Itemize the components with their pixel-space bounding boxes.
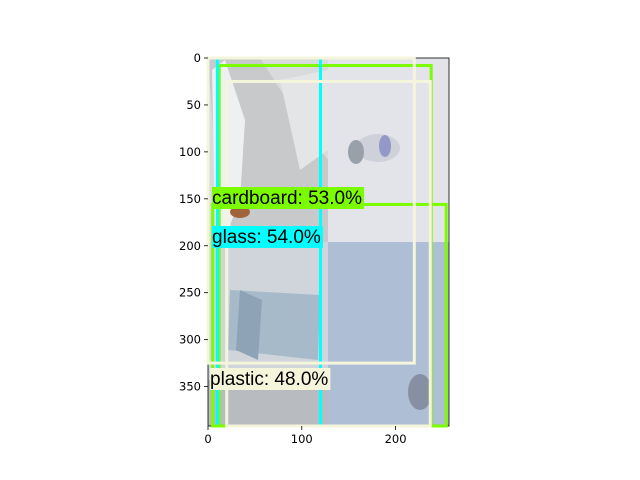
x-tick-label: 100 (291, 432, 313, 446)
detection-label-background (212, 187, 365, 209)
detection-box (206, 56, 416, 365)
blue-paper-fold (236, 290, 262, 360)
detection-box (225, 79, 432, 428)
glass-bottle-neck (348, 140, 364, 164)
detection-label-background (210, 368, 331, 390)
paper-shade (280, 70, 328, 170)
y-tick-label: 200 (179, 239, 201, 253)
detection-label: plastic: 48.0% (210, 368, 331, 390)
detection-label-text: cardboard: 53.0% (212, 188, 362, 209)
y-tick-label: 300 (179, 333, 201, 347)
y-tick-label: 100 (179, 145, 201, 159)
x-tick-label: 0 (204, 432, 211, 446)
detection-labels: cardboard: 53.0% glass: 54.0% plastic: 48.… (210, 187, 365, 390)
y-axis: 0 50 100 150 200 250 300 350 (179, 51, 208, 394)
y-tick-label: 50 (186, 98, 201, 112)
x-axis: 0 100 200 (204, 426, 407, 446)
y-tick-label: 250 (179, 286, 201, 300)
glass-bottle-label (379, 135, 391, 157)
detection-label: cardboard: 53.0% (212, 187, 365, 209)
cardboard-stamp (408, 374, 432, 410)
detection-label-text: plastic: 48.0% (210, 369, 328, 390)
y-tick-label: 350 (179, 380, 201, 394)
y-tick-label: 0 (194, 51, 201, 65)
detection-label: glass: 54.0% (212, 226, 323, 248)
detection-label-text: glass: 54.0% (212, 227, 321, 248)
x-tick-label: 200 (385, 432, 407, 446)
y-tick-label: 150 (179, 192, 201, 206)
detection-label-background (212, 226, 323, 248)
